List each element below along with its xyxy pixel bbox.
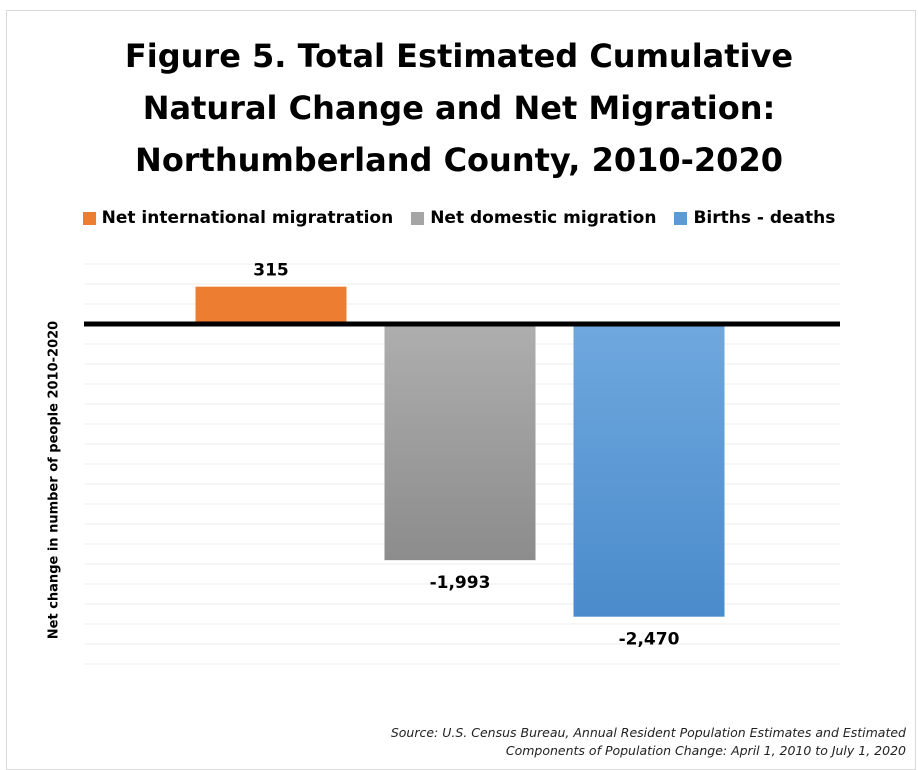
chart-title-line-3: Northumberland County, 2010-2020 [135, 141, 783, 179]
legend-item-births-deaths: Births - deaths [674, 208, 835, 228]
data-label: -2,470 [619, 630, 680, 650]
data-label: -1,993 [430, 573, 491, 593]
chart-legend: Net international migratration Net domes… [0, 208, 918, 228]
legend-label-domestic: Net domestic migration [430, 208, 657, 228]
bar-births-deaths [573, 324, 725, 617]
chart-title-line-1: Figure 5. Total Estimated Cumulative [124, 37, 794, 75]
source-line-2: Components of Population Change: April 1… [505, 743, 906, 758]
bars [195, 286, 725, 617]
bar-net-international [195, 286, 347, 324]
chart-title: Figure 5. Total Estimated Cumulative Nat… [0, 30, 918, 186]
chart-title-line-2: Natural Change and Net Migration: [142, 89, 776, 127]
legend-label-international: Net international migratration [101, 208, 394, 228]
legend-item-international: Net international migratration [82, 208, 394, 228]
y-axis-label: Net change in number of people 2010-2020 [46, 320, 62, 640]
legend-swatch-international [82, 211, 96, 225]
data-labels: 315 -1,993 -2,470 [253, 261, 679, 650]
data-label: 315 [253, 261, 289, 281]
bar-net-domestic [384, 324, 536, 561]
source-line-1: Source: U.S. Census Bureau, Annual Resid… [390, 725, 906, 740]
legend-swatch-domestic [411, 211, 425, 225]
legend-label-births-deaths: Births - deaths [693, 208, 836, 228]
legend-swatch-births-deaths [674, 211, 688, 225]
source-note: Source: U.S. Census Bureau, Annual Resid… [391, 724, 906, 760]
legend-item-domestic: Net domestic migration [411, 208, 656, 228]
